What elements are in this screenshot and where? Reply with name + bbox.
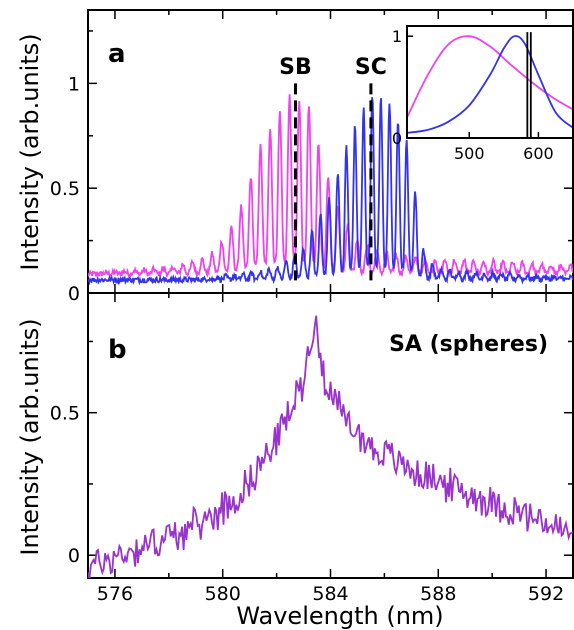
inset-series-line [406,35,574,134]
panel-b-y-tick-label: 0.5 [50,403,80,425]
inset-y-tick-label: 0 [392,129,402,148]
panel-a-series-line [88,97,573,286]
panel-a-y-tick-label: 0 [68,283,80,305]
panel-a-y-tick-label: 0.5 [50,178,80,200]
panel-b-y-tick-label: 0 [68,545,80,567]
x-tick-label: 576 [97,583,133,605]
inset-frame [406,25,574,139]
inset-x-tick-label: 500 [454,144,485,163]
x-tick-label: 584 [312,583,348,605]
panel-b-y-axis-label: Intensity (arb.units) [16,318,44,555]
inset-y-tick-label: 1 [392,27,402,46]
x-axis-label: Wavelength (nm) [236,602,443,630]
panel-b: 00.5 576 580 584 588 592 b SA (spheres) [50,292,574,605]
inset-x-tick-label: 600 [523,144,554,163]
annotation-label: SB [279,55,312,80]
x-tick-label: 588 [420,583,456,605]
panel-a-series [88,94,573,286]
inset-chart: 500 600 0 1 [392,25,574,163]
panel-a-y-tick-label: 1 [68,73,80,95]
x-tick-label: 580 [205,583,241,605]
annotation-label: SC [355,55,387,80]
panel-b-series [88,315,573,578]
inset-ticks: 500 600 0 1 [392,27,554,163]
panel-a-y-axis-label: Intensity (arb.units) [16,33,44,270]
inset-vertical-lines [526,32,532,138]
panel-b-x-ticks: 576 580 584 588 592 [97,293,564,605]
panel-b-annotation: SA (spheres) [389,332,548,357]
panel-a: 0 0.5 1 SB SC a 500 600 0 1 [50,9,574,305]
x-tick-label: 592 [528,583,564,605]
panel-b-letter: b [108,335,127,365]
inset-background [407,26,573,138]
panel-b-y-ticks: 00.5 [50,340,573,567]
panel-a-annotations: SB SC [279,55,387,281]
panel-b-series-line [88,315,573,578]
inset-series [406,35,574,134]
panel-a-letter: a [108,39,126,69]
